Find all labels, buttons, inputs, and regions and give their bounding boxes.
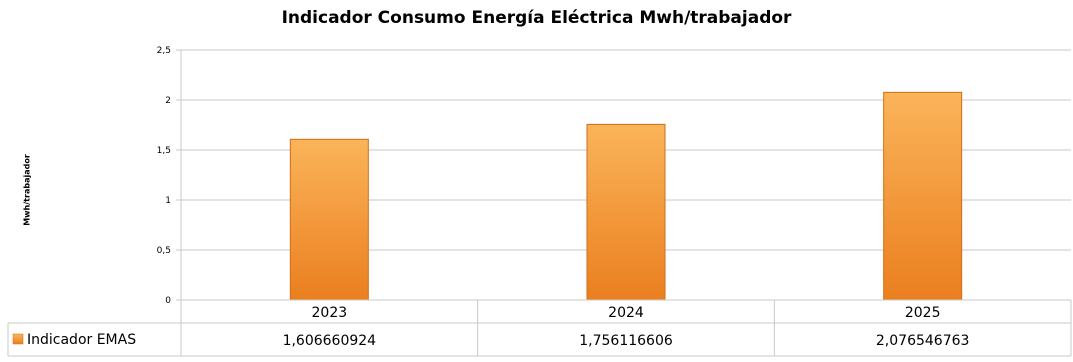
legend-label: Indicador EMAS [27,332,136,348]
chart-title: Indicador Consumo Energía Eléctrica Mwh/… [281,8,792,28]
x-tick-label: 2025 [905,305,941,321]
y-tick-label: 1,5 [157,146,171,156]
legend-swatch [12,333,24,345]
x-tick-label: 2024 [608,305,644,321]
bar-2025 [883,91,963,301]
y-tick-label: 2,5 [157,46,171,56]
y-tick-label: 0 [165,296,171,306]
bar-2023 [289,138,369,301]
bar-2024 [586,123,666,301]
x-tick-label: 2023 [312,305,348,321]
y-tick-label: 2 [165,96,171,106]
y-tick-label: 1 [165,196,171,206]
data-label: 1,606660924 [283,333,377,349]
data-label: 2,076546763 [876,333,970,349]
data-label: 1,756116606 [579,333,673,349]
y-tick-label: 0,5 [157,246,171,256]
